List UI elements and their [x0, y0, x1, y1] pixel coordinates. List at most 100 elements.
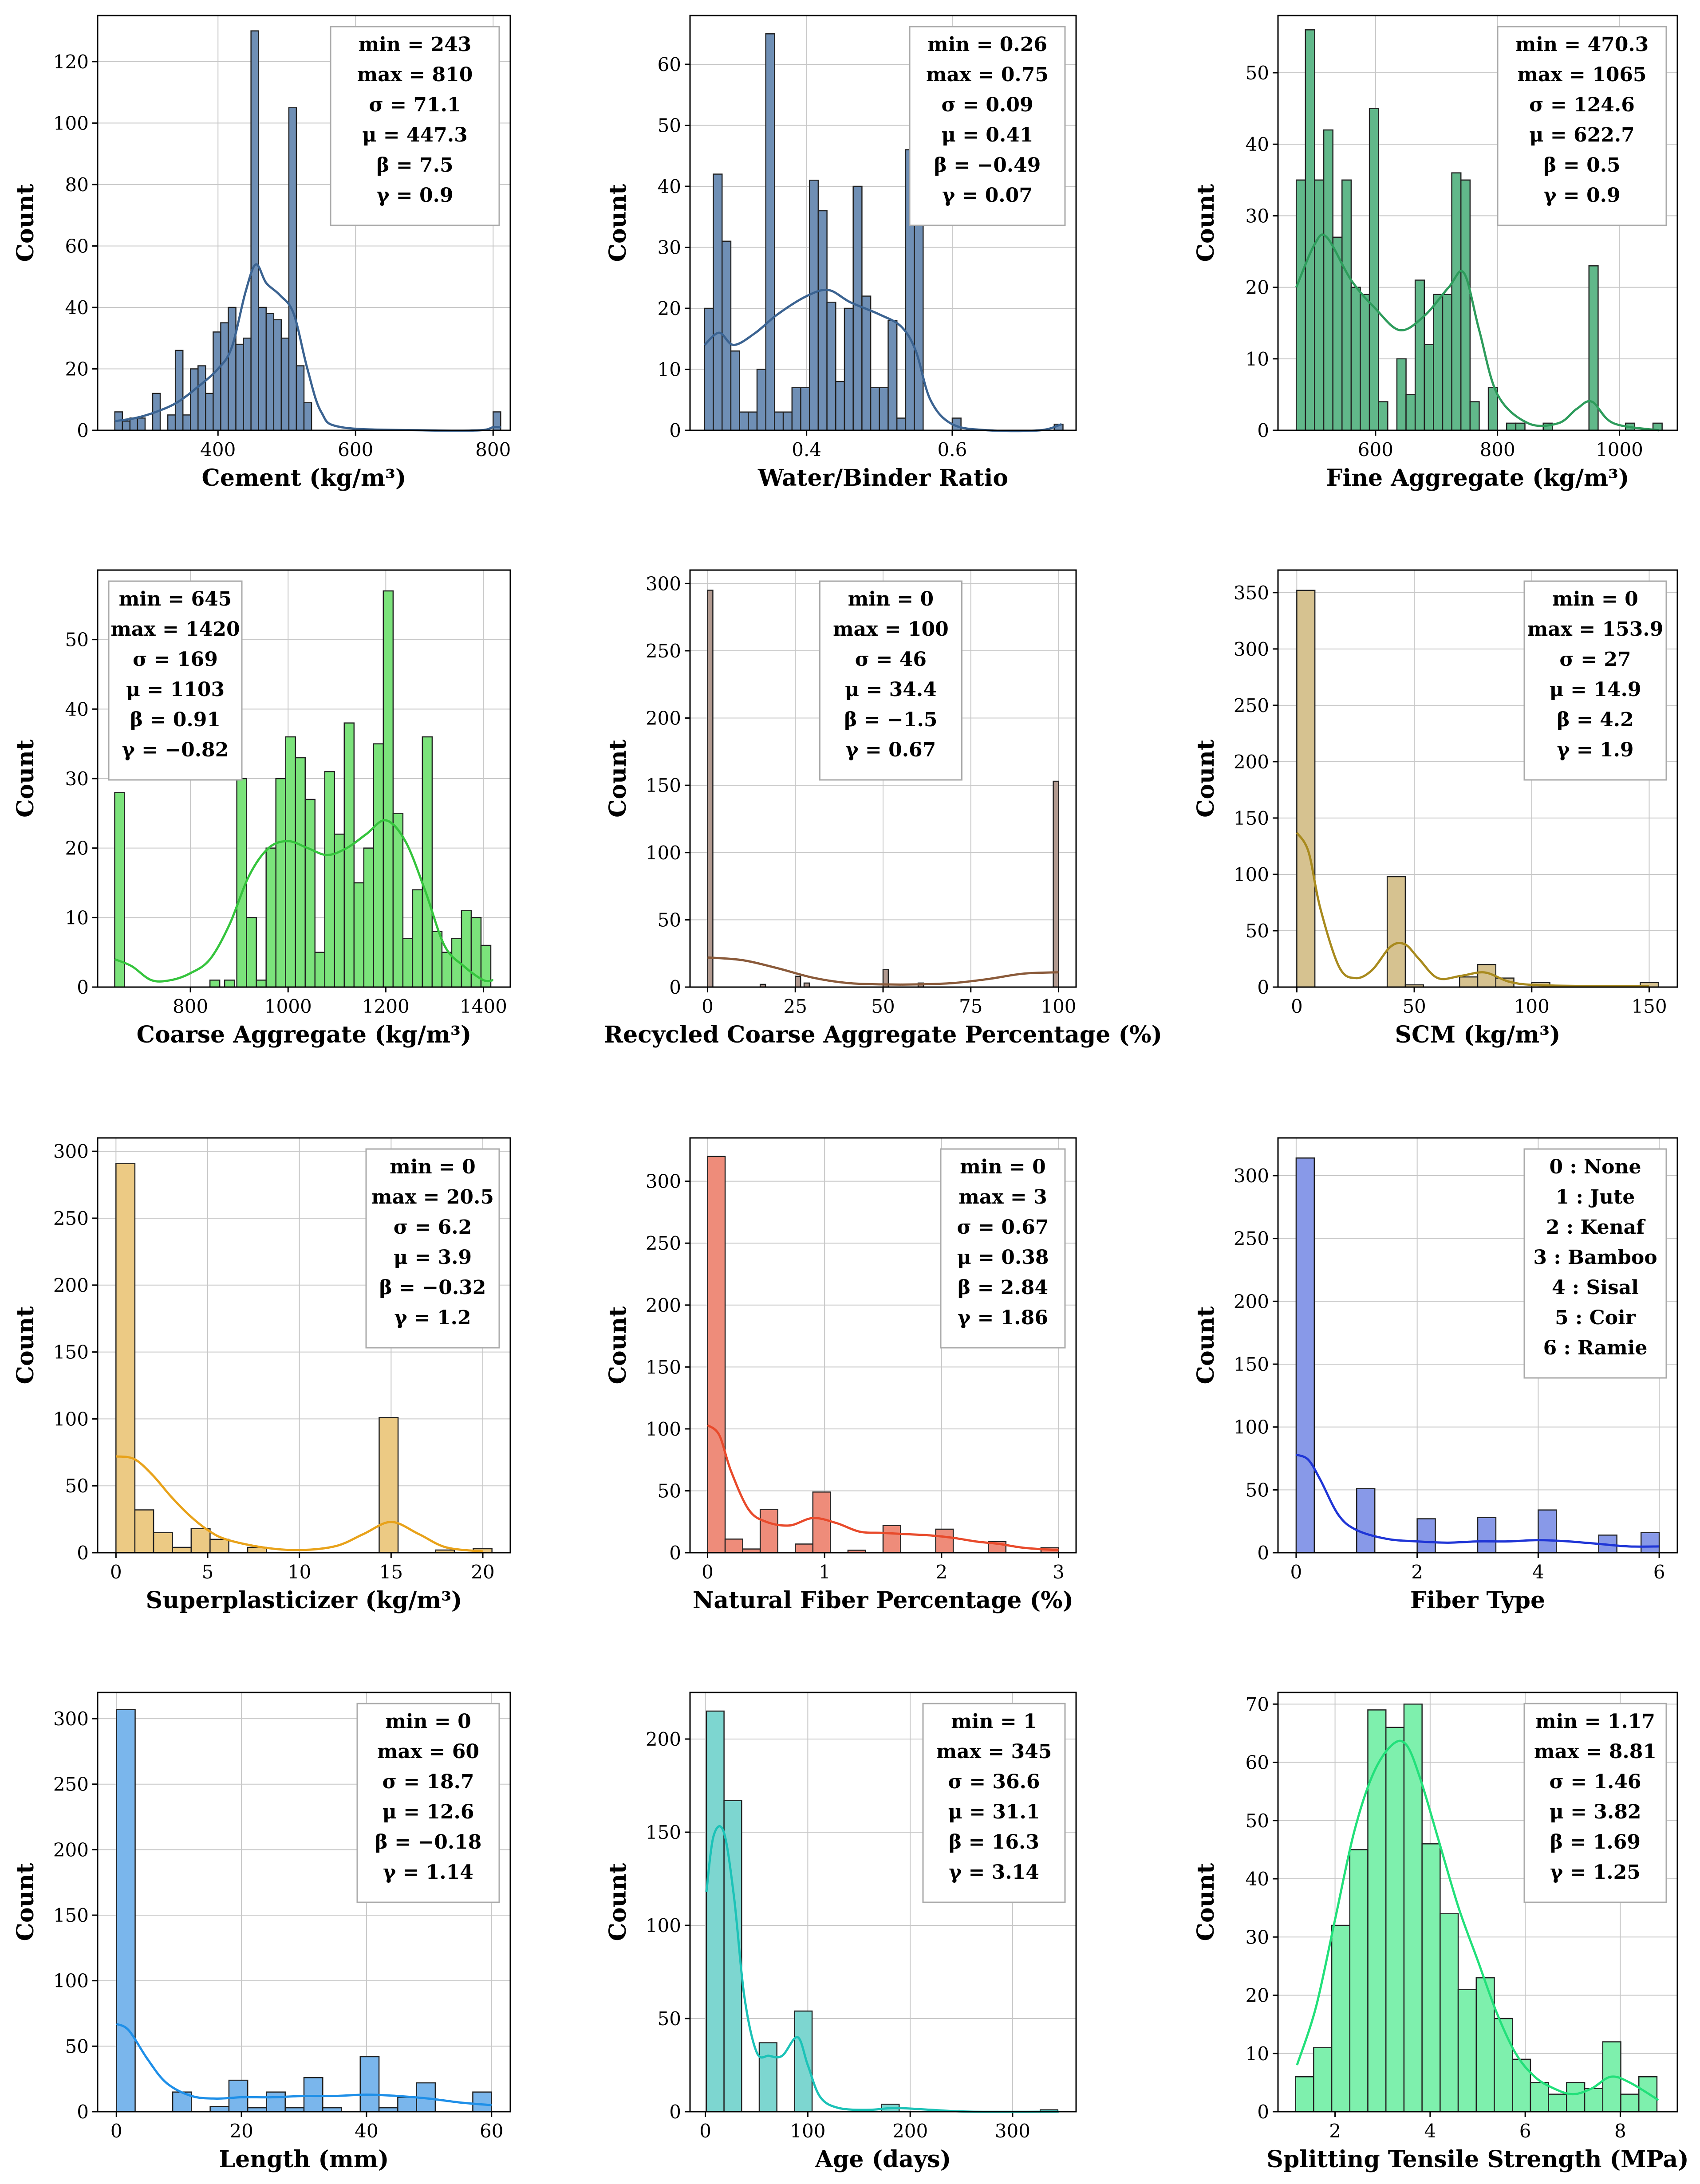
y-tick-label: 50 — [1246, 1479, 1269, 1501]
x-axis-label: SCM (kg/m³) — [1395, 1021, 1561, 1048]
stats-line: γ = 1.86 — [958, 1306, 1048, 1329]
stats-line: σ = 1.46 — [1549, 1771, 1641, 1793]
histogram-bar — [1360, 294, 1370, 431]
stats-line: μ = 447.3 — [362, 124, 468, 146]
histogram-bar — [812, 1491, 831, 1554]
histogram-bar — [273, 319, 282, 431]
y-tick-label: 0 — [1257, 1542, 1269, 1564]
x-tick-label: 15 — [379, 1561, 403, 1583]
histogram-bar — [758, 2042, 777, 2113]
kde-curve — [114, 819, 493, 983]
histogram-bar — [1566, 2082, 1586, 2113]
y-tick-label: 200 — [1234, 751, 1269, 773]
x-tick-label: 0 — [699, 2120, 711, 2142]
y-tick-label: 0 — [77, 1542, 89, 1564]
histogram-bar — [1584, 2088, 1604, 2113]
histogram-bar — [896, 417, 907, 431]
y-tick-label: 30 — [658, 237, 681, 259]
y-axis-label: Count — [1192, 1306, 1219, 1385]
y-tick-label: 250 — [646, 1232, 681, 1254]
histogram-bar — [258, 307, 267, 431]
y-tick-label: 200 — [53, 1839, 89, 1861]
x-tick-label: 60 — [480, 2120, 503, 2142]
histogram-bar — [791, 387, 801, 431]
y-tick-label: 10 — [1246, 348, 1269, 370]
stats-line: γ = 1.14 — [383, 1861, 473, 1884]
x-tick-label: 150 — [1631, 996, 1667, 1017]
histogram-bar — [794, 2010, 813, 2113]
x-tick-label: 0 — [110, 2120, 122, 2142]
stats-line: μ = 34.4 — [845, 678, 937, 701]
y-tick-label: 50 — [1246, 1810, 1269, 1832]
x-tick-label: 0.4 — [792, 439, 821, 460]
histogram-bar — [243, 337, 252, 431]
x-tick-label: 800 — [173, 996, 208, 1017]
y-tick-label: 50 — [658, 2008, 681, 2030]
stats-line: max = 8.81 — [1534, 1740, 1657, 1763]
x-tick-label: 100 — [790, 2120, 825, 2142]
histogram-bar — [1332, 236, 1343, 431]
x-tick-label: 2 — [935, 1561, 947, 1583]
y-tick-label: 50 — [65, 1475, 89, 1497]
x-tick-label: 0.6 — [938, 439, 967, 460]
y-tick-label: 20 — [1246, 277, 1269, 299]
y-tick-label: 0 — [1257, 2101, 1269, 2123]
y-tick-label: 0 — [77, 976, 89, 998]
stats-box — [1523, 1703, 1667, 1903]
x-tick-label: 1000 — [1596, 439, 1643, 460]
y-tick-label: 20 — [65, 838, 89, 859]
histogram-bar — [935, 1528, 954, 1554]
x-axis-label: Fiber Type — [1410, 1587, 1545, 1614]
x-axis-label: Recycled Coarse Aggregate Percentage (%) — [604, 1021, 1162, 1048]
y-tick-label: 20 — [65, 358, 89, 380]
stats-line: γ = 3.14 — [949, 1861, 1039, 1884]
histogram-bar — [706, 1710, 725, 2113]
histogram-chart: 600 800 1000 0 10 20 30 40 50 min = 470.3 max = 10… — [1192, 15, 1678, 492]
x-tick-label: 300 — [995, 2120, 1030, 2142]
histogram-bar — [324, 771, 335, 988]
x-axis-label: Length (mm) — [219, 2146, 389, 2173]
stats-line: 4 : Sisal — [1552, 1276, 1639, 1299]
x-tick-label: 600 — [338, 439, 373, 460]
plot-frame — [689, 1137, 1077, 1554]
histogram-bar — [285, 736, 296, 988]
histogram-bar — [879, 387, 889, 431]
histogram-bar — [1421, 1843, 1441, 2113]
y-tick-label: 150 — [53, 1342, 89, 1363]
x-tick-label: 75 — [959, 996, 982, 1017]
y-tick-label: 200 — [53, 1275, 89, 1296]
histogram-bar — [303, 402, 312, 431]
histogram-bar — [1442, 294, 1452, 431]
stats-box — [1497, 26, 1667, 226]
histogram-bar — [826, 302, 836, 431]
kde-curve — [1295, 233, 1660, 432]
y-tick-label: 0 — [669, 1542, 681, 1564]
histogram-bar — [353, 882, 365, 988]
stats-box — [909, 26, 1066, 226]
histogram-bar — [383, 590, 394, 988]
plot-frame — [97, 1692, 511, 2113]
histogram-bar — [724, 1539, 743, 1554]
x-tick-label: 800 — [475, 439, 511, 460]
y-tick-label: 30 — [1246, 205, 1269, 227]
stats-line: σ = 36.6 — [948, 1771, 1040, 1793]
histogram-bar — [1433, 294, 1444, 431]
y-tick-label: 100 — [1234, 1417, 1269, 1438]
y-tick-label: 50 — [658, 1480, 681, 1502]
x-tick-label: 1400 — [460, 996, 507, 1017]
y-tick-label: 20 — [658, 298, 681, 319]
y-tick-label: 150 — [646, 1822, 681, 1843]
histogram-bar — [1414, 279, 1425, 431]
histogram-bar — [182, 414, 191, 431]
stats-line: β = 7.5 — [376, 154, 453, 177]
histogram-chart: 0 25 50 75 100 0 50 100 150 200 250 300 min = 0 max =… — [604, 569, 1162, 1048]
stats-line: μ = 622.7 — [1529, 124, 1635, 146]
histogram-bar — [870, 387, 880, 431]
histogram-bar — [1460, 179, 1471, 431]
stats-line: β = 0.5 — [1543, 154, 1620, 177]
y-tick-label: 0 — [1257, 420, 1269, 441]
x-tick-label: 2 — [1411, 1561, 1423, 1583]
histogram-bar — [844, 307, 854, 431]
y-tick-label: 300 — [646, 573, 681, 594]
histogram-bar — [1385, 1727, 1405, 2113]
